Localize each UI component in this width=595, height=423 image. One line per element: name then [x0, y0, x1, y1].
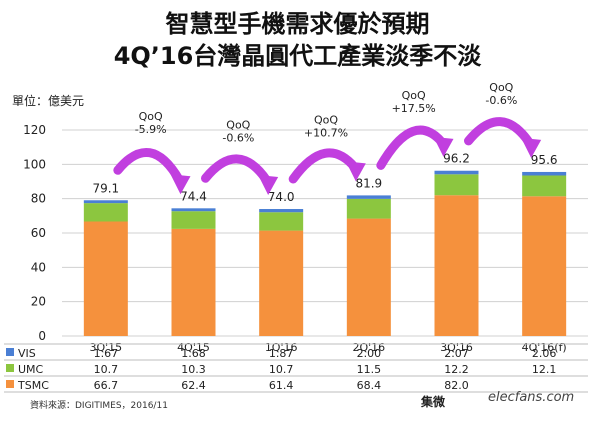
table-cell: 1.67: [94, 347, 119, 360]
legend-swatch-umc: [6, 364, 14, 372]
qoq-arrowhead: [258, 174, 279, 195]
bar-vis: [434, 170, 479, 175]
qoq-value: +17.5%: [392, 102, 436, 115]
legend-swatch-tsmc: [6, 380, 14, 388]
qoq-arrow: [288, 148, 360, 184]
watermark: elecfans.com: [488, 390, 575, 405]
qoq-arrow: [113, 148, 184, 185]
bar-vis: [259, 209, 304, 213]
table-cell: 12.2: [444, 363, 469, 376]
total-label: 74.0: [268, 190, 295, 204]
bar-umc: [522, 175, 567, 197]
bar-umc: [83, 203, 128, 222]
table-cell: 10.3: [181, 363, 206, 376]
legend-swatch-vis: [6, 348, 14, 356]
bar-vis: [346, 195, 391, 199]
bar-tsmc: [171, 228, 216, 336]
qoq-value: -5.9%: [135, 123, 167, 136]
y-tick-label: 120: [23, 123, 46, 137]
table-cell: 66.7: [94, 379, 119, 392]
y-tick-label: 20: [31, 295, 46, 309]
y-tick-label: 100: [23, 157, 46, 171]
bar-umc: [346, 198, 391, 219]
table-cell: 2.00: [357, 347, 382, 360]
y-tick-label: 40: [31, 260, 46, 274]
qoq-arrowhead: [433, 136, 454, 157]
qoq-label: QoQ: [489, 81, 513, 94]
bar-tsmc: [434, 195, 479, 336]
qoq-arrowhead: [345, 161, 366, 182]
qoq-label: QoQ: [226, 118, 250, 131]
table-cell: 1.68: [181, 347, 206, 360]
y-tick-label: 0: [38, 329, 46, 343]
y-tick-label: 60: [31, 226, 46, 240]
qoq-arrowhead: [521, 137, 542, 158]
qoq-arrow: [201, 154, 272, 186]
total-label: 95.6: [531, 153, 558, 167]
table-cell: 61.4: [269, 379, 294, 392]
bar-umc: [259, 212, 304, 231]
y-tick-label: 80: [31, 192, 46, 206]
table-cell: 10.7: [94, 363, 119, 376]
qoq-label: QoQ: [402, 89, 426, 102]
table-cell: 1.87: [269, 347, 294, 360]
qoq-value: -0.6%: [485, 94, 517, 107]
qoq-label: QoQ: [314, 113, 338, 126]
table-cell: 12.1: [532, 363, 557, 376]
table-cell: 11.5: [357, 363, 382, 376]
bar-vis: [171, 208, 216, 212]
bar-vis: [522, 171, 567, 176]
source-note: 資料來源：DIGITIMES，2016/11: [30, 401, 168, 411]
legend-label-umc: UMC: [18, 363, 44, 376]
bar-tsmc: [83, 221, 128, 336]
bar-umc: [171, 211, 216, 229]
total-label: 81.9: [355, 176, 382, 190]
unit-label: 單位：億美元: [12, 94, 85, 108]
chart-title: 智慧型手機需求優於預期: [165, 10, 430, 38]
qoq-arrow: [464, 117, 535, 149]
table-cell: 2.06: [532, 347, 557, 360]
legend-label-vis: VIS: [18, 347, 36, 360]
qoq-label: QoQ: [139, 110, 163, 123]
qoq-value: +10.7%: [304, 126, 348, 139]
table-cell: 68.4: [357, 379, 382, 392]
table-cell: 62.4: [181, 379, 206, 392]
table-cell: 10.7: [269, 363, 294, 376]
table-cell: 2.07: [444, 347, 469, 360]
qoq-arrowhead: [170, 174, 191, 195]
legend-label-tsmc: TSMC: [17, 379, 49, 392]
publisher-logo: 集微: [420, 395, 445, 409]
table-cell: 82.0: [444, 379, 469, 392]
bar-vis: [83, 200, 128, 204]
chart-subtitle: 4Q’16台灣晶圓代工產業淡季不淡: [113, 42, 482, 70]
bar-tsmc: [259, 230, 304, 336]
bar-tsmc: [346, 218, 391, 336]
qoq-value: -0.6%: [222, 131, 254, 144]
qoq-arrow: [376, 125, 447, 170]
total-label: 79.1: [92, 181, 119, 195]
total-label: 74.4: [180, 189, 207, 203]
total-label: 96.2: [443, 152, 470, 166]
bar-tsmc: [522, 196, 567, 336]
bar-umc: [434, 174, 479, 196]
